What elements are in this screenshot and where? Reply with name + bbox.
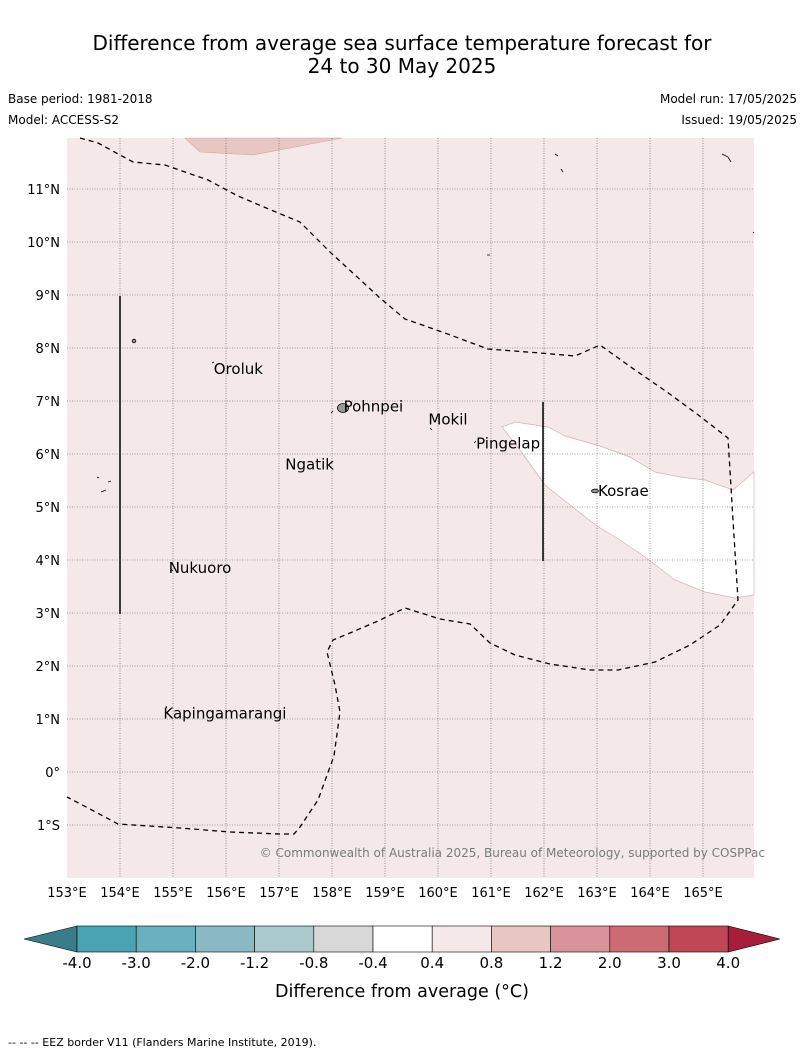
neutral-anomaly-region — [501, 421, 755, 599]
place-label: Pingelap — [476, 434, 540, 452]
pohnpei-island — [337, 403, 349, 413]
colorbar-tick-label: 4.0 — [716, 954, 740, 972]
longitude-label: 153°E — [47, 886, 87, 901]
colorbar-segment — [668, 925, 729, 953]
latitude-label: 0° — [45, 766, 60, 781]
colorbar-tick-label: 0.4 — [420, 954, 444, 972]
longitude-label: 157°E — [259, 886, 299, 901]
colorbar-tick-label: 2.0 — [598, 954, 622, 972]
place-label: Oroluk — [214, 360, 263, 378]
longitude-label: 160°E — [418, 886, 458, 901]
longitude-label: 162°E — [524, 886, 564, 901]
colorbar-segment — [372, 925, 433, 953]
longitude-label: 164°E — [630, 886, 670, 901]
place-label: Kapingamarangi — [163, 705, 286, 723]
colorbar-segment — [491, 925, 551, 953]
colorbar-tick-label: 1.2 — [539, 954, 563, 972]
colorbar-segment — [609, 925, 670, 953]
gridlines — [67, 138, 754, 878]
colorbar-under-arrow — [23, 925, 78, 953]
latitude-label: 1°S — [37, 819, 60, 834]
base-period: Base period: 1981-2018 — [8, 92, 153, 106]
longitude-label: 159°E — [365, 886, 405, 901]
latitude-label: 11°N — [27, 183, 60, 198]
islet-marks — [96, 153, 755, 709]
colorbar-tick-label: -3.0 — [122, 954, 151, 972]
place-labels: Oroluk Pohnpei Mokil Pingelap Ngatik Kosrae Nu… — [163, 360, 648, 723]
colorbar-segment — [135, 925, 196, 953]
longitude-label: 155°E — [153, 886, 193, 901]
longitude-label: 163°E — [577, 886, 617, 901]
colorbar-tick-label: 0.8 — [479, 954, 503, 972]
latitude-label: 7°N — [36, 395, 61, 410]
colorbar-segment — [254, 925, 315, 953]
map-title: Difference from average sea surface temp… — [0, 32, 804, 78]
latitude-label: 9°N — [36, 289, 61, 304]
footnote: -- -- -- EEZ border V11 (Flanders Marine… — [8, 1036, 317, 1049]
place-label: Nukuoro — [169, 559, 232, 577]
kosrae-island — [591, 488, 599, 494]
colorbar-segment — [550, 925, 611, 953]
title-line-2: 24 to 30 May 2025 — [307, 54, 497, 78]
longitude-label: 156°E — [206, 886, 246, 901]
colorbar-segment — [76, 925, 137, 953]
latitude-label: 1°N — [36, 713, 61, 728]
small-island — [131, 338, 137, 344]
issued-date: Issued: 19/05/2025 — [681, 113, 797, 127]
islands — [96, 153, 755, 709]
eez-border — [66, 137, 739, 835]
colorbar-segment — [431, 925, 492, 953]
warm-anomaly-region — [184, 137, 343, 156]
latitude-label: 2°N — [36, 660, 61, 675]
colorbar-segment — [313, 925, 374, 953]
latitude-labels: 11°N 10°N 9°N 8°N 7°N 6°N 5°N 4°N 3°N 2°N 1°N 0° 1°S — [27, 183, 60, 834]
colorbar-tick-label: -2.0 — [181, 954, 210, 972]
colorbar-tick-label: -0.4 — [358, 954, 387, 972]
colorbar-tick-label: -4.0 — [62, 954, 91, 972]
copyright-text: © Commonwealth of Australia 2025, Bureau… — [260, 846, 765, 860]
colorbar-title: Difference from average (°C) — [275, 982, 529, 1002]
place-label: Kosrae — [598, 482, 649, 500]
colorbar-over-arrow — [727, 925, 781, 953]
colorbar-tick-label: -0.8 — [299, 954, 328, 972]
model-name: Model: ACCESS-S2 — [8, 113, 120, 127]
longitude-labels: 153°E 154°E 155°E 156°E 157°E 158°E 159°E 160°E… — [47, 886, 723, 901]
title-line-1: Difference from average sea surface temp… — [92, 31, 712, 55]
longitude-label: 154°E — [100, 886, 140, 901]
colorbar-tick-label: -1.2 — [240, 954, 269, 972]
place-label: Mokil — [428, 411, 467, 429]
latitude-label: 3°N — [36, 607, 61, 622]
latitude-label: 5°N — [36, 501, 61, 516]
latitude-label: 8°N — [36, 342, 61, 357]
latitude-label: 4°N — [36, 554, 61, 569]
latitude-label: 10°N — [27, 236, 60, 251]
model-run: Model run: 17/05/2025 — [659, 92, 797, 106]
place-label: Ngatik — [285, 456, 334, 474]
colorbar: -4.0 -3.0 -2.0 -1.2 -0.8 -0.4 0.4 0.8 1.2 2.0 3.0 4… — [23, 925, 781, 972]
longitude-label: 161°E — [471, 886, 511, 901]
colorbar-tick-label: 3.0 — [657, 954, 681, 972]
place-label: Pohnpei — [344, 397, 404, 415]
latitude-label: 6°N — [36, 448, 61, 463]
colorbar-segment — [195, 925, 255, 953]
longitude-label: 158°E — [312, 886, 352, 901]
longitude-label: 165°E — [683, 886, 723, 901]
